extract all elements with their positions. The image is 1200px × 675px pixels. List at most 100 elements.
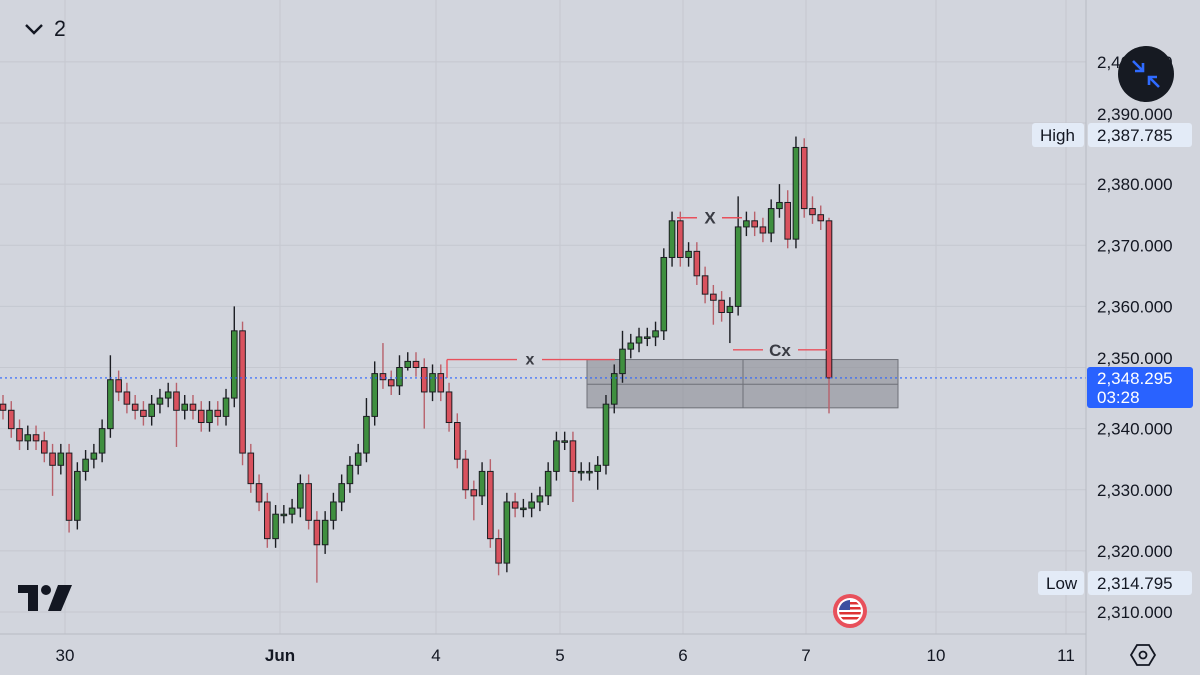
candle bbox=[297, 474, 304, 518]
candle-body bbox=[693, 250, 701, 277]
candle-body bbox=[743, 220, 750, 228]
candle bbox=[7, 401, 15, 438]
collapse-button[interactable] bbox=[1118, 46, 1174, 102]
candle bbox=[553, 431, 560, 481]
candle-body bbox=[197, 409, 205, 424]
x-tick-label: Jun bbox=[265, 646, 295, 665]
candle-body bbox=[338, 483, 345, 503]
candle bbox=[181, 395, 189, 420]
candle bbox=[82, 450, 89, 481]
candle-body bbox=[354, 452, 362, 466]
candle-body bbox=[156, 397, 164, 405]
candle bbox=[24, 425, 32, 451]
x-tick-label: 5 bbox=[555, 646, 564, 665]
candle-body bbox=[602, 403, 610, 466]
candle bbox=[602, 395, 610, 475]
candle-body bbox=[239, 330, 246, 454]
candle bbox=[751, 211, 758, 237]
candle-body bbox=[569, 440, 577, 472]
candle-body bbox=[107, 379, 114, 430]
candle bbox=[420, 358, 428, 429]
y-tick-label: 2,310.000 bbox=[1097, 603, 1173, 622]
candle-body bbox=[321, 519, 329, 546]
candle bbox=[503, 492, 511, 573]
candle-body bbox=[594, 464, 602, 472]
candle-body bbox=[123, 391, 131, 405]
candle-body bbox=[173, 391, 180, 411]
candle bbox=[32, 425, 40, 451]
candle-body bbox=[206, 409, 213, 424]
candle-body bbox=[181, 403, 189, 411]
us-flag-icon[interactable] bbox=[833, 594, 867, 628]
candle-body bbox=[396, 367, 403, 387]
candle bbox=[668, 211, 676, 267]
candle-body bbox=[57, 452, 65, 466]
annotation-label: X bbox=[704, 209, 716, 228]
candle bbox=[49, 443, 56, 496]
candle-body bbox=[264, 501, 271, 540]
x-tick-label: 11 bbox=[1057, 646, 1075, 665]
candle bbox=[115, 370, 122, 402]
interval-selector[interactable]: 2 bbox=[24, 16, 66, 42]
candle-body bbox=[49, 452, 56, 466]
candle bbox=[107, 355, 114, 438]
candle bbox=[197, 401, 205, 432]
candle bbox=[561, 431, 568, 451]
candle-body bbox=[701, 275, 709, 295]
current-price-badge: 2,348.295 03:28 bbox=[1087, 367, 1193, 408]
candle bbox=[230, 306, 238, 408]
candle-body bbox=[726, 305, 734, 313]
high-value: 2,387.785 bbox=[1097, 126, 1173, 145]
candle-body bbox=[511, 501, 519, 509]
candle bbox=[610, 364, 618, 414]
current-price-value: 2,348.295 bbox=[1097, 369, 1173, 388]
candle-body bbox=[503, 501, 511, 564]
low-value: 2,314.795 bbox=[1097, 574, 1173, 593]
candle-body bbox=[280, 513, 288, 517]
candle bbox=[817, 205, 825, 230]
y-tick-label: 2,360.000 bbox=[1097, 297, 1173, 316]
candle bbox=[206, 401, 213, 432]
candle-body bbox=[734, 226, 742, 307]
candle-body bbox=[792, 146, 800, 240]
candle bbox=[734, 196, 742, 316]
candle bbox=[173, 382, 180, 447]
candle bbox=[74, 462, 81, 530]
candle bbox=[577, 462, 585, 481]
zone-box bbox=[586, 359, 899, 409]
candle bbox=[321, 511, 329, 554]
candle bbox=[495, 529, 502, 576]
low-marker: Low 2,314.795 bbox=[1038, 571, 1192, 595]
candle bbox=[528, 492, 535, 518]
candle bbox=[470, 480, 478, 521]
candle bbox=[544, 462, 552, 506]
candle bbox=[264, 492, 271, 548]
candle-body bbox=[65, 452, 73, 521]
candle bbox=[363, 398, 370, 463]
candle-body bbox=[313, 519, 321, 546]
candle bbox=[487, 459, 494, 548]
candle bbox=[701, 266, 709, 304]
hexagon-settings-icon[interactable] bbox=[1129, 644, 1157, 666]
candle bbox=[536, 486, 544, 512]
candle-body bbox=[41, 440, 48, 454]
annotation-label: x bbox=[526, 352, 535, 369]
tradingview-logo[interactable] bbox=[18, 585, 72, 611]
candle-body bbox=[404, 360, 412, 369]
candle bbox=[718, 291, 725, 322]
candle bbox=[660, 248, 668, 340]
candle-body bbox=[660, 256, 668, 332]
candle-body bbox=[148, 403, 155, 417]
candle-body bbox=[305, 483, 312, 521]
candle bbox=[305, 474, 312, 530]
candle bbox=[189, 395, 197, 420]
candle bbox=[776, 184, 783, 218]
candle bbox=[346, 456, 354, 493]
y-tick-label: 2,330.000 bbox=[1097, 481, 1173, 500]
candle bbox=[288, 498, 296, 524]
candle-body bbox=[652, 330, 659, 338]
candle-body bbox=[454, 422, 461, 460]
time-axis[interactable]: 30 Jun 4 5 6 7 10 11 bbox=[56, 646, 1075, 665]
candle bbox=[454, 413, 461, 469]
